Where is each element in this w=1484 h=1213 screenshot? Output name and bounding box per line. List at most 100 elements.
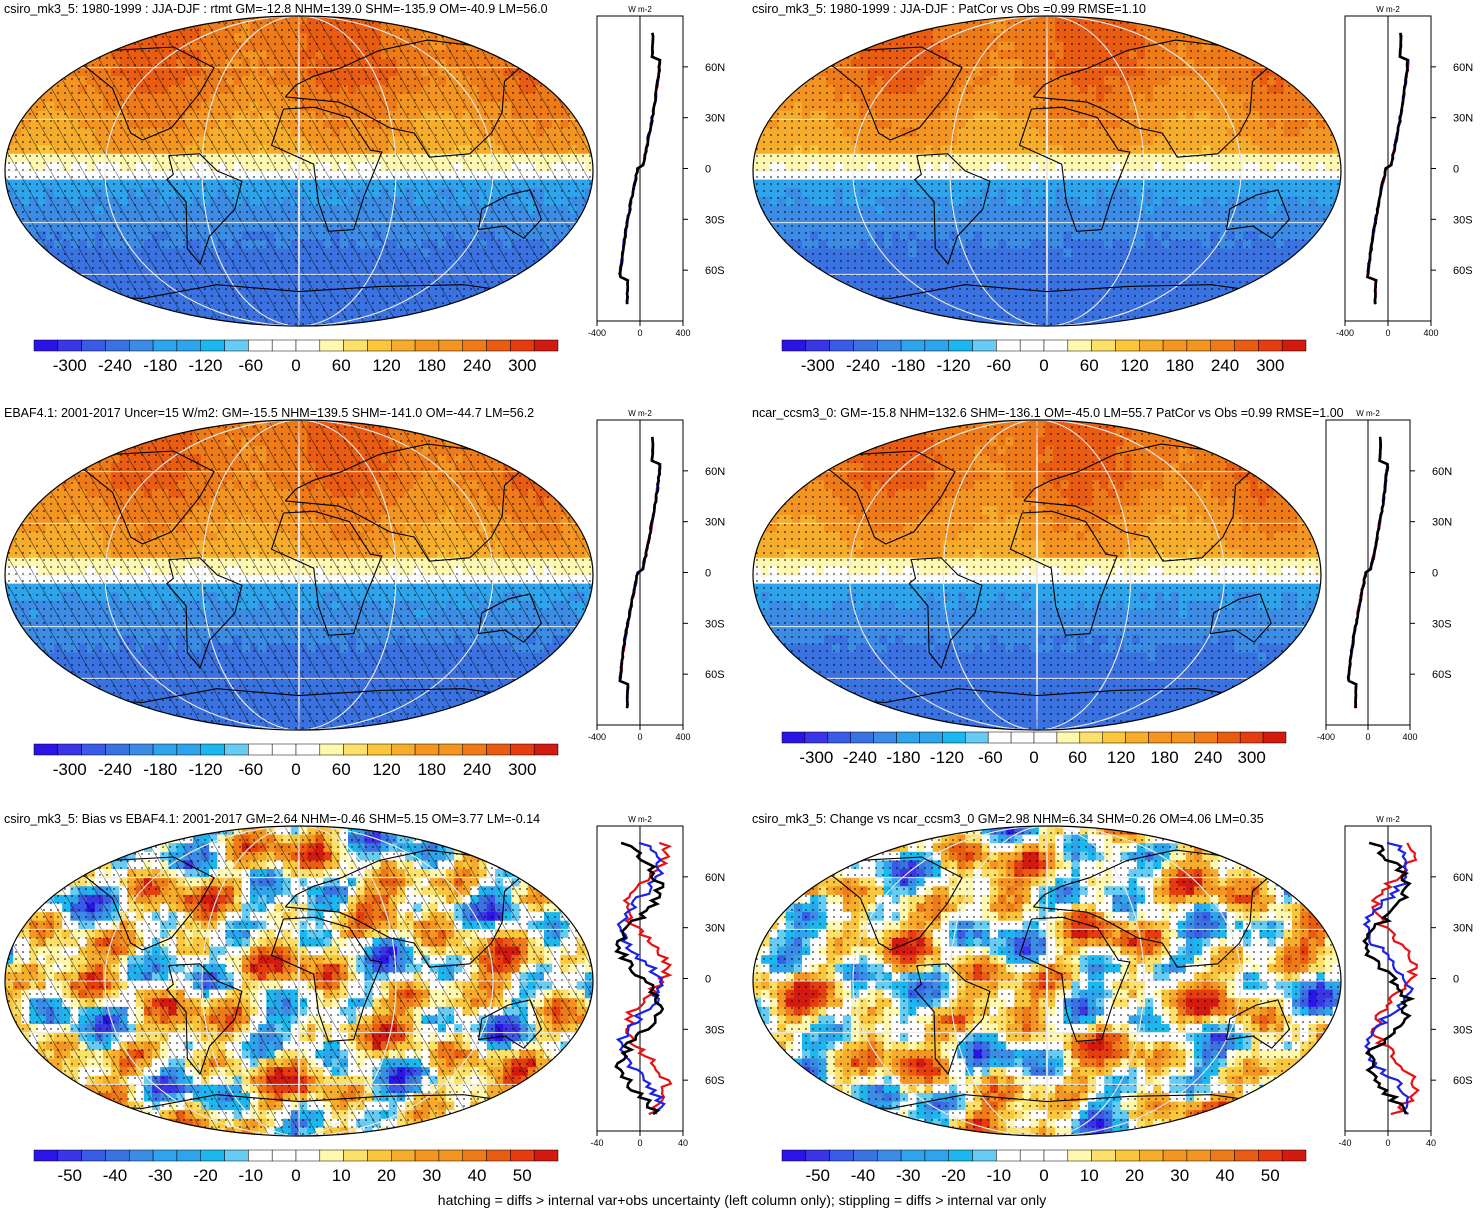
- colorbar-tick-label: 300: [1256, 356, 1284, 375]
- colorbar-swatch: [414, 1149, 440, 1162]
- colorbar-swatch: [486, 339, 511, 352]
- colorbar-swatch: [1091, 1149, 1116, 1162]
- colorbar: -300 -240 -180 -120 -60 0 60 120 180 240 300: [781, 731, 1287, 767]
- latitude-tick-label: 0: [705, 164, 711, 176]
- latitude-tick-label: 30N: [705, 113, 725, 125]
- colorbar: -50 -40 -30 -20 -10 0 10 20 30 40 50: [33, 1149, 559, 1185]
- colorbar-swatch: [1067, 1149, 1092, 1162]
- colorbar-tick-label: 0: [291, 760, 300, 779]
- latitude-tick-label: 0: [1453, 974, 1459, 986]
- map-field: [753, 420, 1321, 730]
- colorbar-tick-label: -180: [143, 760, 177, 779]
- colorbar-swatch: [1186, 1149, 1211, 1162]
- colorbar-swatch: [924, 1149, 949, 1162]
- colorbar-swatch: [462, 1149, 487, 1162]
- coastline-outline: [61, 443, 543, 703]
- zonal-mean-line: [618, 32, 662, 305]
- colorbar-tick-label: 240: [1194, 748, 1222, 767]
- colorbar-swatch: [996, 339, 1021, 352]
- colorbar-swatch: [1043, 339, 1069, 352]
- colorbar-swatch: [200, 1149, 225, 1162]
- latitude-tick-label: 60S: [705, 265, 725, 277]
- zonal-mean-line: [1346, 436, 1390, 709]
- colorbar-tick-label: -300: [801, 356, 835, 375]
- colorbar-tick-label: 180: [418, 356, 446, 375]
- colorbar-swatch: [224, 743, 249, 756]
- latitude-tick-label: 30N: [705, 517, 725, 529]
- zonal-xtick-label: 0: [637, 328, 642, 338]
- zonal-xtick-label: 0: [1385, 328, 1390, 338]
- colorbar-swatch: [877, 339, 902, 352]
- zonal-units-label: W m-2: [628, 815, 652, 824]
- colorbar-swatch: [271, 1149, 297, 1162]
- colorbar-swatch: [129, 743, 154, 756]
- colorbar-swatch: [533, 339, 559, 352]
- colorbar-swatch: [367, 743, 392, 756]
- colorbar-tick-label: 40: [468, 1166, 487, 1185]
- colorbar-tick-label: 60: [332, 760, 351, 779]
- colorbar-swatch: [1033, 731, 1058, 744]
- panel-graphics: -400 0 400 W m-2 60N 30N 0 30S 60S -300 -240 -180 -1…: [4, 409, 725, 779]
- colorbar-tick-label: 0: [291, 356, 300, 375]
- colorbar-swatch: [850, 731, 874, 744]
- colorbar-tick-label: -180: [143, 356, 177, 375]
- zonal-xtick-label: 400: [675, 732, 690, 742]
- zonal-units-label: W m-2: [1376, 815, 1400, 824]
- colorbar-swatch: [486, 743, 511, 756]
- colorbar-swatch: [948, 339, 973, 352]
- colorbar-tick-label: -10: [238, 1166, 263, 1185]
- colorbar-swatch: [1186, 339, 1211, 352]
- panel-title: csiro_mk3_5: 1980-1999 : JJA-DJF : PatCo…: [752, 2, 1146, 16]
- colorbar-swatch: [510, 743, 535, 756]
- panel-graphics: -40 0 40 W m-2 60N 30N 0 30S 60S -50 -40 -30 -20 -10 0…: [4, 815, 725, 1185]
- colorbar-swatch: [1019, 339, 1045, 352]
- zonal-mean-line: [1370, 842, 1420, 1116]
- latitude-tick-label: 30N: [1453, 113, 1473, 125]
- colorbar-swatch: [805, 1149, 830, 1162]
- colorbar-swatch: [462, 339, 487, 352]
- zonal-xtick-label: -400: [1336, 328, 1354, 338]
- colorbar: -50 -40 -30 -20 -10 0 10 20 30 40 50: [781, 1149, 1307, 1185]
- colorbar-tick-label: -60: [238, 760, 263, 779]
- colorbar-swatch: [152, 1149, 178, 1162]
- latitude-tick-label: 0: [1432, 568, 1438, 580]
- colorbar-tick-label: -120: [188, 760, 222, 779]
- colorbar-tick-label: -40: [103, 1166, 128, 1185]
- colorbar-swatch: [343, 743, 368, 756]
- latitude-tick-label: 60N: [1432, 466, 1452, 478]
- zonal-mean-line: [1365, 32, 1410, 305]
- colorbar-swatch: [1067, 339, 1092, 352]
- zonal-mean-line: [618, 436, 662, 709]
- zonal-mean-line: [1362, 841, 1415, 1115]
- coastline-outline: [61, 39, 543, 299]
- colorbar-swatch: [367, 1149, 392, 1162]
- colorbar-tick-label: -50: [805, 1166, 830, 1185]
- latitude-tick-label: 60N: [705, 466, 725, 478]
- colorbar-tick-label: 0: [1039, 356, 1048, 375]
- colorbar-swatch: [319, 743, 344, 756]
- colorbar-swatch: [33, 1149, 59, 1162]
- colorbar-swatch: [1102, 731, 1126, 744]
- panel-graphics: -400 0 400 W m-2 60N 30N 0 30S 60S -300 -240 -180 -1…: [752, 409, 1452, 767]
- latitude-tick-label: 60S: [1453, 265, 1473, 277]
- colorbar-tick-label: -50: [57, 1166, 82, 1185]
- colorbar-swatch: [248, 743, 273, 756]
- map-field: [753, 826, 1341, 1136]
- colorbar-tick-label: 50: [513, 1166, 532, 1185]
- panel-top-right: csiro_mk3_5: 1980-1999 : JJA-DJF : PatCo…: [748, 0, 1484, 380]
- colorbar-swatch: [200, 339, 225, 352]
- colorbar-tick-label: -300: [53, 356, 87, 375]
- colorbar-swatch: [1056, 731, 1081, 744]
- panel-top-left: csiro_mk3_5: 1980-1999 : JJA-DJF : rtmt …: [0, 0, 736, 380]
- colorbar-swatch: [533, 743, 559, 756]
- colorbar-swatch: [948, 1149, 973, 1162]
- map-field: [753, 16, 1341, 326]
- colorbar-tick-label: -300: [799, 748, 833, 767]
- colorbar: -300 -240 -180 -120 -60 0 60 120 180 240 300: [33, 743, 559, 779]
- zonal-mean-plot: -400 0 400 W m-2 60N 30N 0 30S 60S: [1317, 409, 1452, 742]
- colorbar-tick-label: 60: [332, 356, 351, 375]
- coastline-outline: [61, 849, 543, 1109]
- map-field: [5, 16, 593, 326]
- zonal-xtick-label: 400: [675, 328, 690, 338]
- panel-title: csiro_mk3_5: Change vs ncar_ccsm3_0 GM=2…: [752, 812, 1264, 826]
